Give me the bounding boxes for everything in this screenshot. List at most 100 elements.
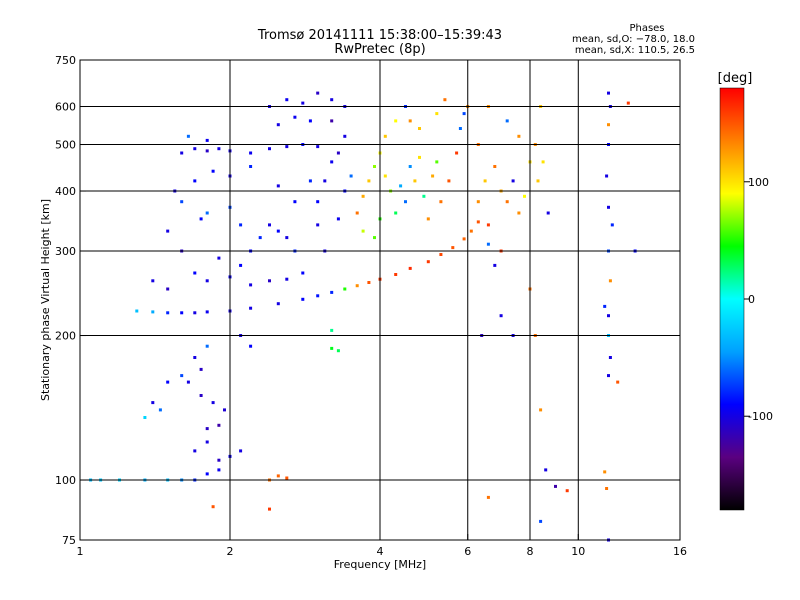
data-point xyxy=(336,217,340,221)
data-point xyxy=(316,91,320,95)
data-point xyxy=(443,98,447,102)
x-tick-label: 6 xyxy=(464,545,471,558)
data-point xyxy=(435,160,439,164)
data-point xyxy=(408,119,412,123)
data-point xyxy=(486,495,490,499)
data-point xyxy=(180,151,184,155)
data-point xyxy=(476,200,480,204)
grid-lines xyxy=(80,60,680,540)
data-point xyxy=(343,134,347,138)
data-point xyxy=(211,169,215,173)
data-point xyxy=(143,416,147,419)
data-point xyxy=(607,374,610,378)
data-point xyxy=(541,160,545,164)
colorbar-tick-label: 100 xyxy=(748,176,769,189)
data-point xyxy=(413,179,417,183)
data-point xyxy=(285,145,289,149)
data-point xyxy=(239,223,243,227)
data-point xyxy=(486,223,490,227)
data-point xyxy=(605,487,609,490)
data-point xyxy=(293,200,297,204)
data-point xyxy=(462,237,466,241)
data-point xyxy=(367,179,371,183)
data-point xyxy=(330,328,334,332)
data-point xyxy=(603,304,607,308)
data-point xyxy=(217,423,221,427)
data-point xyxy=(316,145,320,149)
y-tick-label: 100 xyxy=(55,474,76,487)
data-point xyxy=(180,311,184,315)
data-point xyxy=(431,174,435,178)
data-point xyxy=(193,271,197,275)
data-point xyxy=(373,236,376,240)
data-point xyxy=(616,380,620,384)
data-point xyxy=(249,283,253,287)
data-point xyxy=(249,306,253,310)
data-point xyxy=(608,279,612,283)
data-point xyxy=(205,279,209,283)
data-point xyxy=(180,374,184,378)
data-point xyxy=(217,468,221,472)
data-point xyxy=(476,220,480,224)
data-point xyxy=(199,394,203,397)
data-point xyxy=(199,367,203,371)
data-point xyxy=(544,468,548,472)
data-point xyxy=(199,217,203,221)
data-point xyxy=(276,302,280,306)
data-point xyxy=(536,179,540,183)
y-tick-label: 75 xyxy=(62,534,76,547)
data-point xyxy=(205,138,209,142)
data-point xyxy=(186,134,190,138)
data-point xyxy=(408,165,412,168)
data-point xyxy=(361,194,365,198)
data-point xyxy=(223,408,226,412)
data-point xyxy=(469,229,473,233)
data-point xyxy=(546,211,550,215)
data-point xyxy=(539,408,543,412)
data-point xyxy=(193,179,197,183)
y-axis-ticks: 75 100 200 300 400 500 600 750 xyxy=(55,54,86,547)
data-point xyxy=(511,179,515,183)
data-point xyxy=(301,297,305,301)
data-point xyxy=(268,279,271,283)
x-axis-ticks: 1 2 4 6 8 10 16 xyxy=(77,534,687,558)
y-tick-label: 200 xyxy=(55,330,76,343)
data-point xyxy=(367,281,371,284)
data-point xyxy=(276,184,280,188)
data-point xyxy=(626,101,630,105)
data-point xyxy=(383,134,387,138)
data-point xyxy=(211,505,215,509)
data-point xyxy=(607,91,610,95)
data-point xyxy=(166,380,170,384)
colorbar xyxy=(719,87,745,511)
data-point xyxy=(608,356,612,359)
data-point xyxy=(539,519,543,523)
data-point xyxy=(301,271,305,275)
data-point xyxy=(166,311,170,315)
data-point xyxy=(285,98,289,102)
data-point xyxy=(517,211,521,215)
data-point xyxy=(316,223,320,227)
data-point xyxy=(418,127,421,130)
data-point xyxy=(486,242,490,246)
data-point xyxy=(268,223,271,227)
data-point xyxy=(607,205,610,209)
data-point xyxy=(330,346,334,350)
data-point xyxy=(517,134,521,138)
chart-title-line2: RwPretec (8p) xyxy=(334,42,425,57)
data-point xyxy=(458,127,462,130)
data-point xyxy=(523,194,526,198)
data-point xyxy=(258,236,262,240)
data-point xyxy=(447,179,451,183)
data-point xyxy=(316,200,320,204)
data-point xyxy=(268,507,271,511)
y-axis-label: Stationary phase Virtual Height [km] xyxy=(39,199,52,401)
data-point xyxy=(205,211,209,215)
data-point xyxy=(285,277,289,281)
data-point xyxy=(343,287,347,291)
data-point xyxy=(455,151,459,155)
data-point xyxy=(211,401,215,405)
data-point xyxy=(151,310,155,314)
phase-stats-heading: Phases xyxy=(629,23,664,34)
data-point xyxy=(186,380,190,384)
